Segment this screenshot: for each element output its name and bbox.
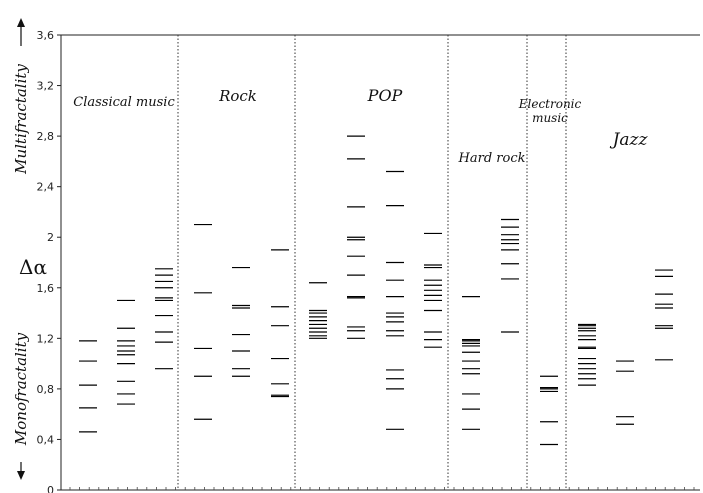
genre-label-pop: POP	[367, 86, 403, 105]
genre-label-electronic-music: Electronic music	[518, 97, 582, 125]
genre-dividers	[177, 35, 567, 490]
y-axis-label: Δα	[19, 255, 47, 279]
y-tick-label: 1,2	[37, 332, 55, 345]
y-bottom-label-monofractality: Monofractality	[12, 332, 30, 446]
y-top-label-multifractality: Multifractality	[12, 64, 30, 175]
up-arrow-head-icon	[17, 18, 25, 27]
genre-label-rock: Rock	[218, 87, 257, 105]
genre-label-line: music	[532, 111, 568, 125]
data-marks	[79, 135, 673, 446]
genre-label-hard-rock: Hard rock	[458, 151, 526, 166]
plot-frame	[17, 18, 700, 491]
y-tick-label: 1,6	[37, 282, 55, 295]
y-tick-label: 2,8	[37, 130, 55, 143]
y-tick-label: 2	[47, 231, 54, 244]
y-tick-label: 0,4	[37, 433, 55, 446]
y-tick-label: 0,8	[37, 383, 55, 396]
y-tick-label: 2,4	[37, 181, 55, 194]
genre-label-jazz: Jazz	[610, 130, 649, 150]
genre-label-line: Electronic	[518, 97, 582, 111]
chart-text: 0 0,4 0,8 1,2 1,6 2 2,4 2,8 3,2 3,6 Classical musi…	[12, 29, 648, 493]
y-tick-label: 3,2	[37, 80, 55, 93]
genre-label-classical-music: Classical music	[73, 95, 175, 110]
y-tick-label: 3,6	[37, 29, 55, 42]
down-arrow-head-icon	[17, 471, 25, 480]
y-tick-label: 0	[47, 484, 54, 493]
